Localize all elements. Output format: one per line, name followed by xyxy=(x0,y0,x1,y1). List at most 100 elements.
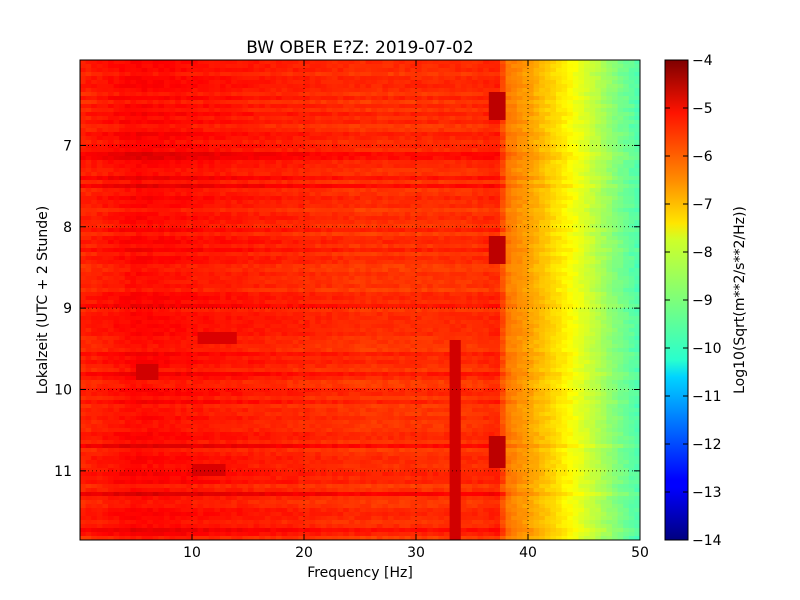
heatmap-cell xyxy=(623,212,630,217)
heatmap-cell xyxy=(320,184,327,189)
heatmap-cell xyxy=(175,176,182,181)
heatmap-cell xyxy=(561,148,568,153)
heatmap-cell xyxy=(612,240,618,245)
heatmap-cell xyxy=(472,140,478,145)
heatmap-cell xyxy=(522,128,529,133)
heatmap-cell xyxy=(432,132,439,137)
heatmap-cell xyxy=(388,156,394,161)
heatmap-cell xyxy=(460,80,467,85)
heatmap-cell xyxy=(197,112,204,117)
heatmap-cell xyxy=(421,100,428,105)
heatmap-cell xyxy=(539,236,546,241)
heatmap-cell xyxy=(528,76,534,81)
heatmap-cell xyxy=(309,96,316,101)
heatmap-cell xyxy=(533,240,540,245)
heatmap-cell xyxy=(231,204,238,209)
heatmap-cell xyxy=(169,152,176,157)
heatmap-cell xyxy=(567,152,574,157)
heatmap-cell xyxy=(208,128,215,133)
heatmap-cell xyxy=(472,212,478,217)
heatmap-cell xyxy=(539,192,546,197)
heatmap-cell xyxy=(354,204,361,209)
heatmap-cell xyxy=(208,164,215,169)
heatmap-cell xyxy=(584,60,590,65)
heatmap-cell xyxy=(91,228,98,233)
heatmap-cell xyxy=(388,148,394,153)
heatmap-cell xyxy=(500,132,506,137)
heatmap-cell xyxy=(628,172,635,177)
heatmap-cell xyxy=(186,184,193,189)
heatmap-cell xyxy=(528,204,534,209)
heatmap-cell xyxy=(477,240,484,245)
heatmap-cell xyxy=(455,136,462,141)
heatmap-cell xyxy=(270,248,277,253)
heatmap-cell xyxy=(511,256,518,261)
heatmap-cell xyxy=(192,164,198,169)
heatmap-cell xyxy=(231,208,238,213)
heatmap-cell xyxy=(584,188,590,193)
heatmap-cell xyxy=(348,252,355,257)
heatmap-cell xyxy=(455,128,462,133)
heatmap-cell xyxy=(91,100,98,105)
heatmap-cell xyxy=(472,224,478,229)
heatmap-cell xyxy=(488,64,495,69)
heatmap-cell xyxy=(550,116,557,121)
heatmap-cell xyxy=(572,176,579,181)
heatmap-cell xyxy=(96,208,103,213)
heatmap-cell xyxy=(572,136,579,141)
heatmap-cell xyxy=(158,68,165,73)
heatmap-cell xyxy=(589,180,596,185)
heatmap-cell xyxy=(332,244,338,249)
heatmap-cell xyxy=(147,148,154,153)
heatmap-cell xyxy=(460,68,467,73)
heatmap-cell xyxy=(410,232,417,237)
heatmap-cell xyxy=(533,244,540,249)
heatmap-cell xyxy=(85,224,92,229)
heatmap-cell xyxy=(85,72,92,77)
heatmap-cell xyxy=(455,164,462,169)
heatmap-cell xyxy=(253,132,260,137)
heatmap-cell xyxy=(444,88,450,93)
heatmap-cell xyxy=(371,96,378,101)
heatmap-cell xyxy=(410,156,417,161)
heatmap-cell xyxy=(231,232,238,237)
heatmap-cell xyxy=(180,244,187,249)
heatmap-cell xyxy=(483,180,490,185)
heatmap-cell xyxy=(203,140,210,145)
heatmap-cell xyxy=(236,88,243,93)
heatmap-cell xyxy=(444,140,450,145)
heatmap-cell xyxy=(259,88,266,93)
heatmap-cell xyxy=(158,108,165,113)
heatmap-cell xyxy=(203,68,210,73)
heatmap-cell xyxy=(298,84,305,89)
heatmap-cell xyxy=(371,76,378,81)
heatmap-cell xyxy=(292,80,299,85)
heatmap-cell xyxy=(550,160,557,165)
heatmap-cell xyxy=(315,136,322,141)
heatmap-cell xyxy=(561,228,568,233)
heatmap-cell xyxy=(298,88,305,93)
heatmap-cell xyxy=(567,172,574,177)
heatmap-cell xyxy=(472,100,478,105)
heatmap-cell xyxy=(421,148,428,153)
heatmap-cell xyxy=(203,240,210,245)
heatmap-cell xyxy=(281,180,288,185)
heatmap-cell xyxy=(472,76,478,81)
heatmap-cell xyxy=(175,64,182,69)
heatmap-cell xyxy=(264,176,271,181)
heatmap-cell xyxy=(477,96,484,101)
heatmap-cell xyxy=(449,152,456,157)
heatmap-cell xyxy=(186,80,193,85)
heatmap-cell xyxy=(96,236,103,241)
heatmap-cell xyxy=(634,228,640,233)
heatmap-cell xyxy=(164,124,170,129)
heatmap-cell xyxy=(483,96,490,101)
heatmap-cell xyxy=(388,176,394,181)
heatmap-cell xyxy=(287,232,294,237)
heatmap-cell xyxy=(500,232,506,237)
heatmap-cell xyxy=(612,244,618,249)
heatmap-cell xyxy=(376,176,383,181)
heatmap-cell xyxy=(141,120,148,125)
heatmap-cell xyxy=(404,192,411,197)
heatmap-cell xyxy=(108,172,114,177)
